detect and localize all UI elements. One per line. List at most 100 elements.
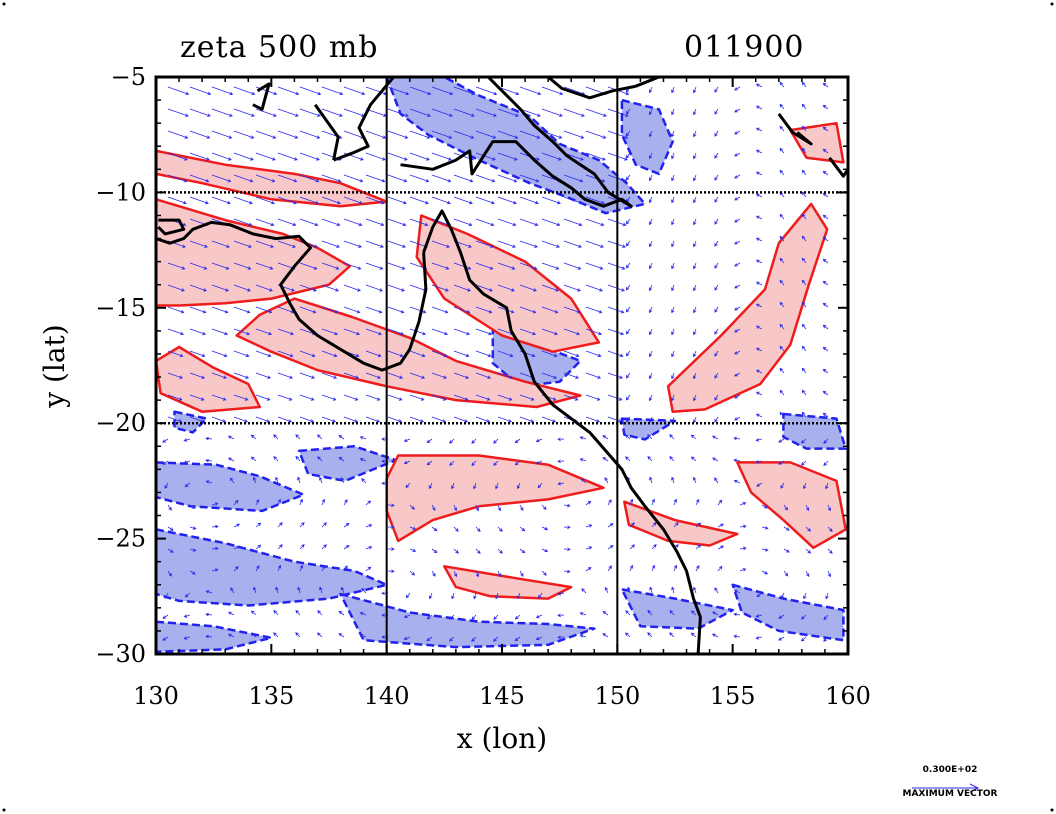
wind-vector [625, 152, 631, 159]
wind-vector [409, 372, 426, 379]
wind-vector [428, 482, 433, 490]
wind-vector [712, 611, 719, 616]
wind-vector [734, 372, 741, 377]
wind-vector [453, 218, 473, 227]
wind-vector [671, 476, 675, 484]
wind-vector [255, 372, 272, 379]
wind-vector [321, 328, 339, 336]
wind-vector [671, 262, 675, 270]
wind-vector [516, 482, 521, 490]
wind-vector [519, 570, 524, 577]
wind-vector [734, 218, 741, 223]
wind-vector [497, 394, 513, 401]
wind-vector [563, 547, 571, 552]
wind-vector [205, 634, 213, 639]
wind-vector [693, 108, 697, 116]
wind-vector [295, 434, 301, 440]
wind-vector [365, 524, 373, 528]
wind-vector [211, 240, 230, 248]
wind-vector [299, 522, 305, 528]
wind-vector [714, 240, 719, 247]
wind-vector [211, 174, 232, 183]
wind-vector [275, 476, 279, 484]
wind-vector [734, 108, 741, 113]
wind-vector [755, 215, 763, 220]
wind-vector [541, 196, 561, 205]
wind-vector [827, 504, 831, 512]
wind-vector [211, 284, 229, 292]
wind-vector [563, 196, 583, 205]
wind-vector [387, 108, 409, 117]
wind-vector [648, 86, 653, 94]
wind-vector [563, 174, 584, 183]
wind-vector [365, 174, 386, 183]
wind-vector [316, 434, 323, 440]
wind-vector [712, 457, 719, 462]
wind-vector [557, 481, 565, 486]
wind-vector [625, 306, 631, 313]
wind-vector [431, 262, 450, 270]
wind-vector [497, 350, 514, 358]
wind-vector [189, 152, 210, 161]
wind-vector [734, 130, 741, 135]
wind-vector [277, 328, 295, 336]
wind-vector [648, 262, 653, 270]
wind-vector [519, 394, 535, 401]
wind-vector [431, 108, 453, 117]
wind-vector [693, 218, 697, 226]
wind-vector [365, 350, 382, 358]
wind-vector [233, 523, 241, 528]
x-tick-label: 145 [479, 682, 525, 710]
wind-vector [625, 218, 631, 225]
wind-vector [299, 543, 305, 550]
tick-layer: 130 135 140 145 150 155 160 −5 −10 −15 −20 −25 −30 [95, 63, 871, 710]
wind-vector [255, 152, 276, 161]
wind-vector [475, 108, 497, 117]
wind-vector [822, 236, 829, 242]
wind-vector [343, 86, 366, 96]
wind-vector [449, 636, 455, 642]
wind-vector [671, 372, 675, 380]
wind-vector [453, 526, 459, 532]
wind-vector [317, 610, 323, 616]
wind-vector [183, 636, 191, 640]
wind-vector [585, 218, 605, 227]
wind-vector [205, 480, 213, 484]
wind-vector [431, 372, 448, 379]
wind-vector [277, 240, 296, 248]
wind-vector [189, 108, 211, 117]
wind-vector [233, 86, 256, 96]
wind-vector [585, 108, 607, 117]
wind-vector [651, 564, 656, 572]
wind-vector [493, 636, 499, 642]
wind-vector [365, 394, 381, 401]
wind-vector [365, 196, 385, 205]
wind-vector [822, 390, 829, 396]
wind-vector [162, 438, 169, 443]
wind-vector [627, 586, 631, 594]
wind-vector [755, 391, 763, 396]
wind-vector [277, 372, 294, 379]
wind-vector [475, 328, 493, 336]
wind-vector [755, 460, 763, 464]
wind-vector [673, 522, 679, 528]
wind-vector [211, 502, 219, 506]
wind-vector [585, 174, 606, 183]
coastline [157, 218, 186, 236]
wind-vector [585, 524, 593, 528]
wind-vector [647, 434, 653, 440]
wind-vector [780, 482, 785, 489]
wind-vector [580, 478, 587, 484]
wind-vector [409, 328, 427, 336]
wind-vector [189, 548, 197, 552]
wind-vector [671, 586, 675, 594]
wind-vector [233, 350, 250, 358]
wind-vector [803, 592, 807, 600]
wind-vector [519, 240, 538, 248]
wind-vector [519, 328, 537, 336]
wind-vector [431, 86, 454, 96]
wind-vector [405, 592, 411, 599]
wind-vector [359, 458, 367, 462]
wind-vector [277, 544, 283, 550]
wind-vector [822, 214, 829, 220]
